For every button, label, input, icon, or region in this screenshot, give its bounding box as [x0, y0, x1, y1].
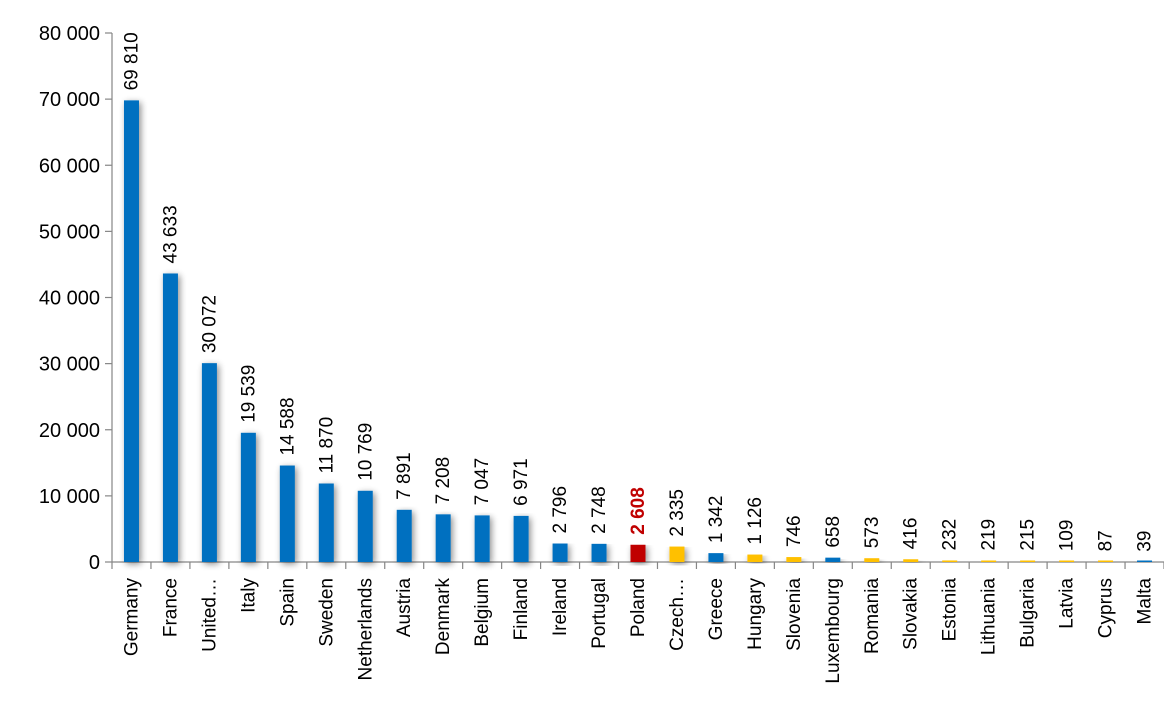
bar-hungary	[747, 554, 763, 562]
x-tick-label: Greece	[706, 578, 727, 640]
y-tick-label: 60 000	[39, 155, 100, 177]
x-tick-label: Slovakia	[901, 578, 922, 650]
y-tick-label: 30 000	[39, 354, 100, 376]
data-label: 2 335	[667, 489, 688, 537]
data-label: 7 208	[433, 457, 454, 505]
y-tick-label: 50 000	[39, 221, 100, 243]
data-labels: 69 810 43 633 30 072 19 539 14 588 11 870 10 7…	[121, 32, 1155, 551]
bar-estonia	[942, 560, 958, 562]
x-tick-label: Latvia	[1057, 578, 1078, 629]
x-tick-label: Austria	[394, 578, 415, 638]
bar-romania	[864, 558, 880, 562]
x-tick-label: Denmark	[433, 578, 454, 656]
data-label: 109	[1057, 520, 1078, 552]
category-labels: Germany France United… Italy Spain Sweden Neth…	[121, 578, 1155, 684]
y-tick-label: 40 000	[39, 288, 100, 310]
x-tick-label: Italy	[238, 578, 259, 613]
bar-poland	[630, 544, 646, 562]
bar-portugal	[591, 543, 607, 562]
data-label: 11 870	[316, 417, 337, 474]
bar-netherlands	[357, 490, 373, 562]
data-label: 658	[823, 516, 844, 548]
bar-malta	[1137, 560, 1153, 562]
x-tick-label: Bulgaria	[1018, 578, 1039, 648]
data-label: 2 748	[589, 486, 610, 534]
bar-sweden	[318, 483, 334, 562]
x-tick-label: Ireland	[550, 578, 571, 636]
data-label: 219	[979, 519, 1000, 551]
x-tick-label: Poland	[628, 578, 649, 637]
x-tick-label: Luxembourg	[823, 578, 844, 684]
data-label: 7 891	[394, 452, 415, 500]
data-label: 2 796	[550, 486, 571, 534]
data-label: 39	[1135, 531, 1156, 552]
x-tick-label: Germany	[121, 578, 142, 657]
bar-bulgaria	[1020, 560, 1036, 562]
y-tick-label: 70 000	[39, 89, 100, 111]
data-label: 746	[784, 515, 805, 547]
data-label: 43 633	[160, 205, 181, 263]
bar-france	[162, 273, 178, 562]
data-label: 215	[1018, 519, 1039, 551]
y-tick-label: 20 000	[39, 420, 100, 442]
data-label: 69 810	[121, 32, 142, 90]
bar-cyprus	[1098, 560, 1114, 562]
bar-belgium	[474, 515, 490, 562]
data-label: 6 971	[511, 458, 532, 506]
x-tick-label: Portugal	[589, 578, 610, 649]
x-tick-label: Hungary	[745, 578, 766, 650]
y-axis: 0 10 000 20 000 30 000 40 000 50 000 60 000 70 …	[39, 23, 113, 574]
x-tick-label: Estonia	[940, 578, 961, 642]
y-tick-label: 0	[89, 552, 100, 574]
data-label: 14 588	[277, 397, 298, 455]
bar-latvia	[1059, 560, 1075, 562]
data-label: 232	[940, 519, 961, 551]
x-axis	[111, 561, 1164, 569]
x-tick-label: Malta	[1135, 578, 1156, 625]
data-label: 1 126	[745, 497, 766, 545]
bar-greece	[708, 553, 724, 562]
data-label: 416	[901, 518, 922, 550]
bar-finland	[513, 515, 529, 562]
data-label: 87	[1096, 530, 1117, 551]
bar-austria	[396, 509, 412, 562]
bar-slovenia	[786, 557, 802, 562]
x-tick-label: Netherlands	[355, 578, 376, 680]
data-label: 30 072	[199, 295, 220, 353]
data-label: 573	[862, 517, 883, 549]
bar-ireland	[552, 543, 568, 562]
y-tick-label: 80 000	[39, 23, 100, 45]
x-tick-label: Sweden	[316, 578, 337, 647]
bars	[123, 100, 1153, 562]
bar-slovakia	[903, 559, 919, 562]
x-tick-label: Romania	[862, 578, 883, 654]
x-tick-label: Belgium	[472, 578, 493, 647]
x-tick-label: France	[160, 578, 181, 637]
bar-spain	[279, 465, 295, 562]
x-tick-label: Finland	[511, 578, 532, 640]
data-label: 2 608	[628, 487, 649, 535]
bar-italy	[240, 432, 256, 562]
x-tick-label: United…	[199, 578, 220, 652]
bar-luxembourg	[825, 557, 841, 562]
y-tick-label: 10 000	[39, 486, 100, 508]
x-tick-label: Cyprus	[1096, 578, 1117, 638]
data-label: 1 342	[706, 496, 727, 544]
bar-germany	[123, 100, 139, 562]
bar-lithuania	[981, 560, 997, 562]
x-tick-label: Slovenia	[784, 578, 805, 651]
x-tick-label: Lithuania	[979, 578, 1000, 656]
x-tick-label: Spain	[277, 578, 298, 627]
x-tick-label: Czech…	[667, 578, 688, 651]
data-label: 7 047	[472, 458, 493, 506]
data-label: 10 769	[355, 423, 376, 481]
bar-denmark	[435, 514, 451, 562]
bar-united	[201, 363, 217, 562]
data-label: 19 539	[238, 365, 259, 423]
bar-czech	[669, 546, 685, 562]
